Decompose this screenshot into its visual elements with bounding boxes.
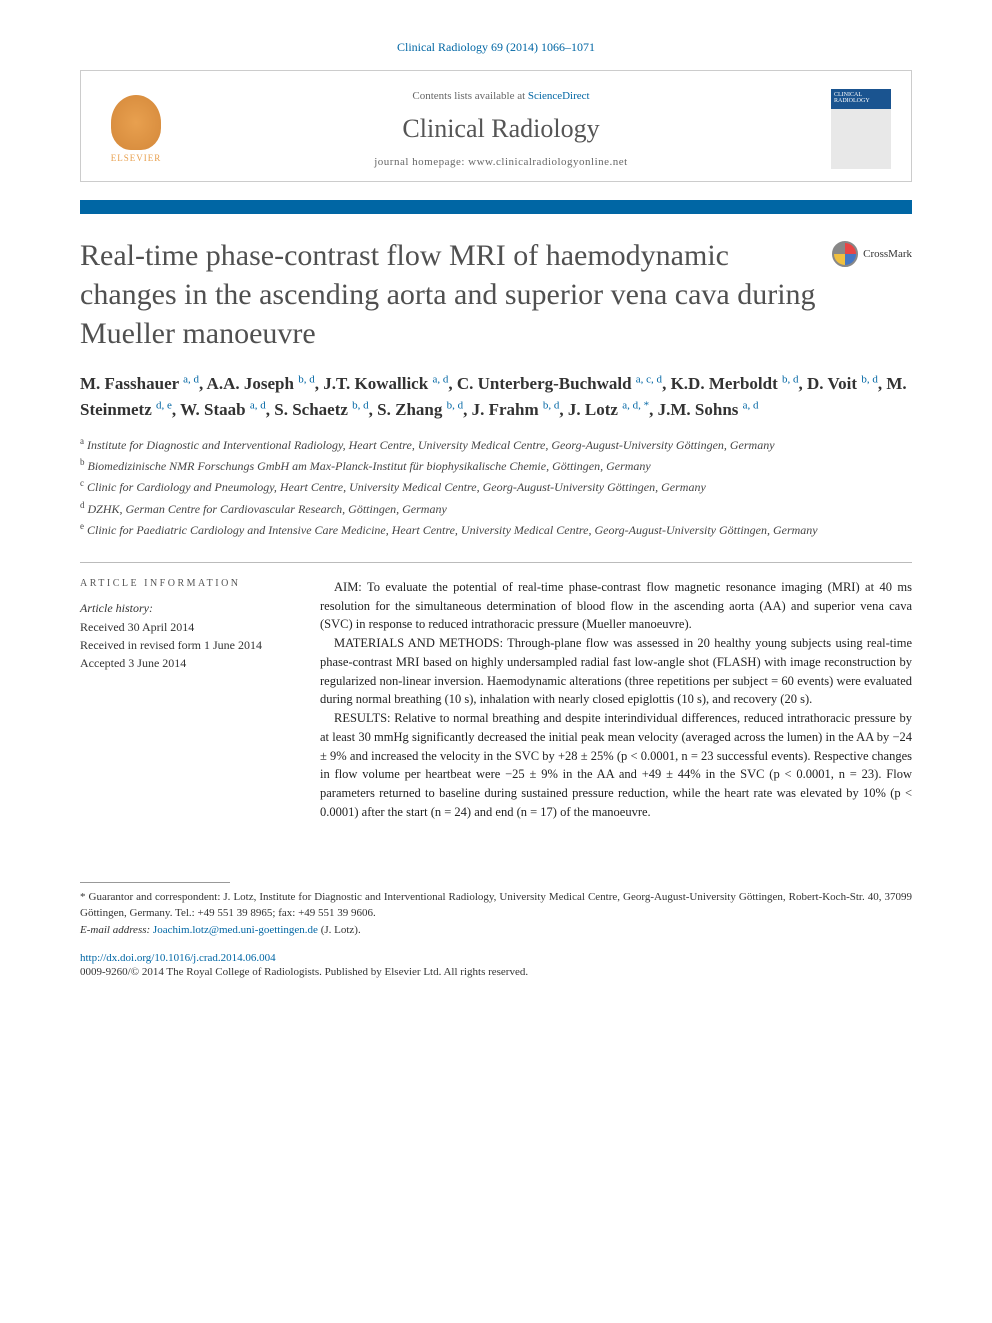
corresponding-email[interactable]: Joachim.lotz@med.uni-goettingen.de bbox=[153, 924, 318, 936]
footnote-divider bbox=[80, 882, 230, 883]
journal-name: Clinical Radiology bbox=[171, 114, 831, 144]
copyright-line: 0009-9260/© 2014 The Royal College of Ra… bbox=[80, 966, 912, 978]
doi-link[interactable]: http://dx.doi.org/10.1016/j.crad.2014.06… bbox=[80, 952, 912, 964]
authors-list: M. Fasshauer a, d, A.A. Joseph b, d, J.T… bbox=[80, 371, 912, 422]
journal-header-box: ELSEVIER Contents lists available at Sci… bbox=[80, 70, 912, 182]
citation-header: Clinical Radiology 69 (2014) 1066–1071 bbox=[80, 40, 912, 55]
contents-prefix: Contents lists available at bbox=[412, 90, 527, 102]
elsevier-logo[interactable]: ELSEVIER bbox=[101, 89, 171, 169]
affiliation-line: a Institute for Diagnostic and Intervent… bbox=[80, 434, 912, 455]
title-row: Real-time phase-contrast flow MRI of hae… bbox=[80, 236, 912, 353]
abstract-text: AIM: To evaluate the potential of real-t… bbox=[320, 578, 912, 822]
elsevier-label: ELSEVIER bbox=[111, 153, 162, 163]
guarantor-footnote: * Guarantor and correspondent: J. Lotz, … bbox=[80, 889, 912, 922]
abstract-aim: AIM: To evaluate the potential of real-t… bbox=[320, 578, 912, 634]
contents-available-line: Contents lists available at ScienceDirec… bbox=[171, 90, 831, 102]
crossmark-icon bbox=[832, 241, 858, 267]
article-history-label: Article history: bbox=[80, 601, 290, 616]
footnotes: * Guarantor and correspondent: J. Lotz, … bbox=[80, 889, 912, 939]
revised-date: Received in revised form 1 June 2014 bbox=[80, 636, 290, 654]
crossmark-badge[interactable]: CrossMark bbox=[832, 241, 912, 267]
received-date: Received 30 April 2014 bbox=[80, 618, 290, 636]
abstract-methods: MATERIALS AND METHODS: Through-plane flo… bbox=[320, 634, 912, 709]
abstract-results: RESULTS: Relative to normal breathing an… bbox=[320, 709, 912, 822]
email-label: E-mail address: bbox=[80, 924, 153, 936]
homepage-prefix: journal homepage: bbox=[374, 156, 468, 168]
journal-homepage-line: journal homepage: www.clinicalradiologyo… bbox=[171, 156, 831, 168]
homepage-url[interactable]: www.clinicalradiologyonline.net bbox=[468, 156, 628, 168]
elsevier-tree-icon bbox=[111, 95, 161, 150]
section-divider bbox=[80, 562, 912, 563]
email-footnote: E-mail address: Joachim.lotz@med.uni-goe… bbox=[80, 922, 912, 939]
affiliations-list: a Institute for Diagnostic and Intervent… bbox=[80, 434, 912, 540]
accent-bar bbox=[80, 200, 912, 214]
cover-label: CLINICAL RADIOLOGY bbox=[834, 92, 891, 104]
article-info-panel: ARTICLE INFORMATION Article history: Rec… bbox=[80, 578, 290, 822]
info-abstract-row: ARTICLE INFORMATION Article history: Rec… bbox=[80, 578, 912, 822]
header-center: Contents lists available at ScienceDirec… bbox=[171, 90, 831, 168]
affiliation-line: c Clinic for Cardiology and Pneumology, … bbox=[80, 476, 912, 497]
accepted-date: Accepted 3 June 2014 bbox=[80, 654, 290, 672]
article-title: Real-time phase-contrast flow MRI of hae… bbox=[80, 236, 832, 353]
sciencedirect-link[interactable]: ScienceDirect bbox=[528, 90, 590, 102]
affiliation-line: b Biomedizinische NMR Forschungs GmbH am… bbox=[80, 455, 912, 476]
article-info-heading: ARTICLE INFORMATION bbox=[80, 578, 290, 589]
crossmark-label: CrossMark bbox=[863, 248, 912, 260]
journal-cover-thumbnail[interactable]: CLINICAL RADIOLOGY bbox=[831, 89, 891, 169]
affiliation-line: e Clinic for Paediatric Cardiology and I… bbox=[80, 519, 912, 540]
email-person: (J. Lotz). bbox=[318, 924, 361, 936]
affiliation-line: d DZHK, German Centre for Cardiovascular… bbox=[80, 498, 912, 519]
